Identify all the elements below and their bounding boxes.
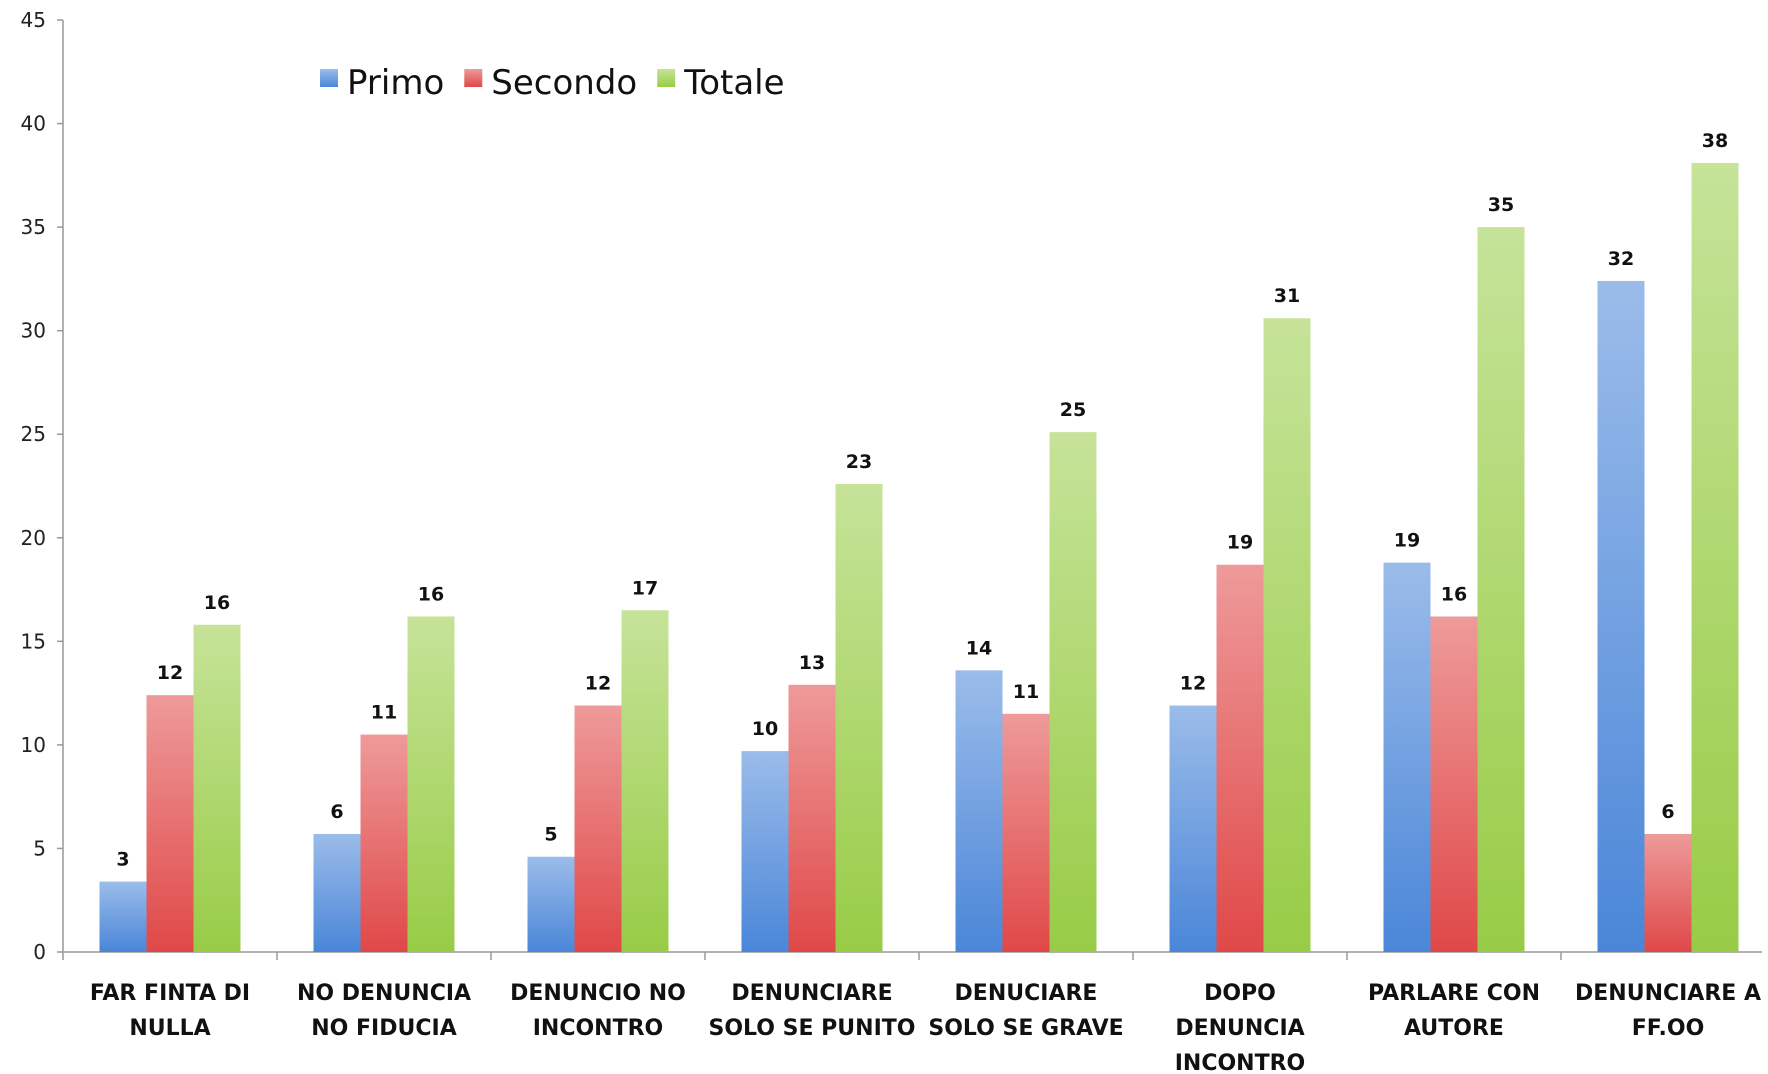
data-label-totale: 23 <box>846 451 872 473</box>
legend-swatch-primo <box>320 69 338 87</box>
bar-secondo <box>1216 564 1264 952</box>
data-label-primo: 5 <box>544 824 557 846</box>
bar-primo <box>741 751 789 952</box>
bar-secondo <box>788 684 836 952</box>
chart-legend: Primo Secondo Totale <box>320 63 785 103</box>
y-tick-label: 35 <box>21 215 46 239</box>
bar-secondo <box>1430 616 1478 952</box>
data-label-totale: 17 <box>632 577 658 599</box>
category-label: DENUNCIARE SOLO SE PUNITO <box>709 981 916 1041</box>
data-label-secondo: 19 <box>1227 532 1253 554</box>
category-label: DENUCIARE SOLO SE GRAVE <box>928 981 1123 1041</box>
data-label-totale: 31 <box>1274 285 1300 307</box>
bar-primo <box>1597 280 1645 953</box>
bar-totale <box>1263 318 1311 952</box>
bar-totale <box>621 610 669 952</box>
bar-secondo <box>1644 833 1692 952</box>
bar-primo <box>1383 562 1431 952</box>
bar-primo <box>313 833 361 952</box>
legend-swatch-totale <box>657 69 676 87</box>
data-label-primo: 12 <box>1180 673 1206 695</box>
data-label-totale: 16 <box>418 583 444 605</box>
chart-bars <box>99 162 1739 953</box>
legend-label-secondo: Secondo <box>491 63 637 103</box>
bar-primo <box>99 881 147 952</box>
data-label-secondo: 12 <box>585 673 611 695</box>
bar-secondo <box>360 734 408 952</box>
legend-label-primo: Primo <box>347 63 444 103</box>
data-label-primo: 10 <box>752 718 778 740</box>
bar-totale <box>407 616 455 952</box>
y-tick-label: 45 <box>21 8 46 32</box>
data-label-totale: 16 <box>204 592 230 614</box>
data-label-primo: 14 <box>966 637 992 659</box>
category-label: PARLARE CON AUTORE <box>1368 981 1540 1041</box>
data-label-totale: 35 <box>1488 194 1514 216</box>
bar-totale <box>1477 227 1525 953</box>
bar-totale <box>1691 162 1739 952</box>
category-label: DENUNCIO NO INCONTRO <box>510 981 686 1041</box>
data-label-primo: 32 <box>1608 248 1634 270</box>
legend-swatch-secondo <box>464 69 483 87</box>
bar-totale <box>1049 432 1097 952</box>
data-label-secondo: 11 <box>371 702 397 724</box>
category-label: NO DENUNCIA NO FIDUCIA <box>297 981 471 1041</box>
bar-secondo <box>574 705 622 952</box>
y-tick-label: 0 <box>33 940 46 964</box>
data-label-secondo: 6 <box>1661 801 1674 823</box>
data-label-secondo: 11 <box>1013 681 1039 703</box>
y-tick-label: 10 <box>21 733 46 757</box>
category-label: FAR FINTA DI NULLA <box>90 981 250 1041</box>
y-tick-label: 20 <box>21 526 46 550</box>
data-label-secondo: 12 <box>157 662 183 684</box>
y-tick-label: 5 <box>33 836 46 860</box>
data-label-secondo: 16 <box>1441 583 1467 605</box>
bar-primo <box>527 856 575 952</box>
chart-data-labels: 3 12 16 6 11 16 5 12 17 10 13 23 14 11 25 12 19 31 19 16 35 3… <box>116 130 1728 871</box>
chart-category-labels: FAR FINTA DI NULLA NO DENUNCIA NO FIDUCIA DE… <box>90 981 1761 1074</box>
data-label-secondo: 13 <box>799 652 825 674</box>
bar-totale <box>835 483 883 952</box>
bar-secondo <box>1002 713 1050 952</box>
data-label-primo: 6 <box>330 801 343 823</box>
bar-primo <box>955 670 1003 952</box>
bar-primo <box>1169 705 1217 952</box>
legend-label-totale: Totale <box>683 63 784 103</box>
bar-secondo <box>146 695 194 952</box>
data-label-primo: 19 <box>1394 530 1420 552</box>
y-tick-label: 30 <box>21 319 46 343</box>
y-tick-label: 25 <box>21 422 46 446</box>
data-label-primo: 3 <box>116 849 129 871</box>
data-label-totale: 25 <box>1060 399 1086 421</box>
y-tick-label: 40 <box>21 112 46 136</box>
category-label: DENUNCIARE A FF.OO <box>1575 981 1761 1041</box>
bar-totale <box>193 624 241 952</box>
y-tick-label: 15 <box>21 629 46 653</box>
category-label: DOPO DENUNCIA INCONTRO <box>1175 981 1306 1074</box>
data-label-totale: 38 <box>1702 130 1728 152</box>
